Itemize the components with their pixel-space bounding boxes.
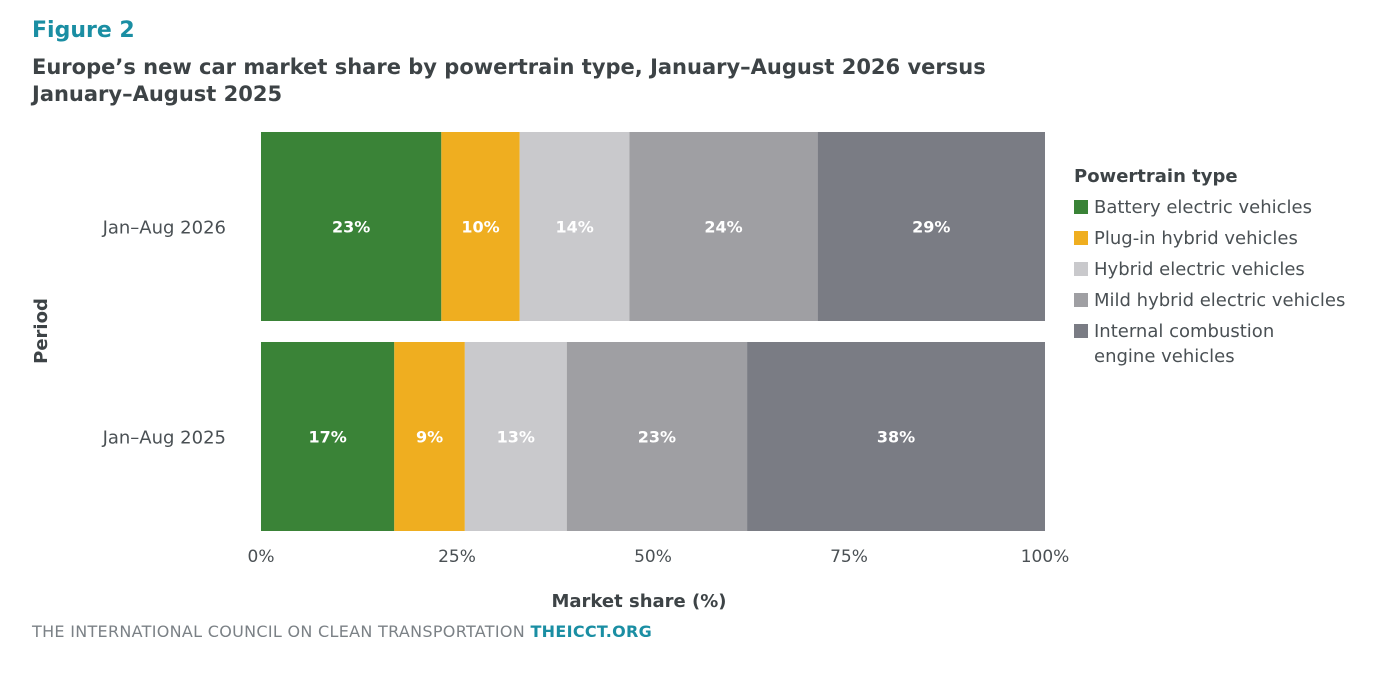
data-label: 9% bbox=[416, 428, 443, 447]
data-label: 10% bbox=[461, 218, 499, 237]
legend-title: Powertrain type bbox=[1074, 166, 1238, 187]
legend-label-phev: Plug-in hybrid vehicles bbox=[1094, 228, 1298, 249]
chart-title: Europe’s new car market share by powertr… bbox=[32, 55, 986, 106]
legend-swatch-hev bbox=[1074, 262, 1088, 276]
x-tick-label: 75% bbox=[830, 547, 868, 567]
bar-segment bbox=[747, 342, 1045, 531]
footer: THE INTERNATIONAL COUNCIL ON CLEAN TRANS… bbox=[32, 622, 652, 641]
bar-segment bbox=[817, 132, 1045, 321]
y-axis-label: Period bbox=[31, 298, 52, 364]
bar-segment bbox=[261, 342, 395, 531]
legend-label-hev: Hybrid electric vehicles bbox=[1094, 259, 1305, 280]
x-tick-label: 25% bbox=[438, 547, 476, 567]
footer-org-name: THE INTERNATIONAL COUNCIL ON CLEAN TRANS… bbox=[32, 622, 526, 641]
data-label: 17% bbox=[308, 428, 346, 447]
legend-item-phev: Plug-in hybrid vehicles bbox=[1074, 226, 1384, 251]
bar-segment bbox=[519, 132, 630, 321]
bar-segment bbox=[394, 342, 465, 531]
bar-segment bbox=[566, 342, 748, 531]
legend: Powertrain type Battery electric vehicle… bbox=[1074, 166, 1384, 375]
legend-label-bev: Battery electric vehicles bbox=[1094, 197, 1312, 218]
legend-item-bev: Battery electric vehicles bbox=[1074, 195, 1384, 220]
x-tick-label: 0% bbox=[248, 547, 275, 567]
x-tick-label: 50% bbox=[634, 547, 672, 567]
data-label: 14% bbox=[555, 218, 593, 237]
x-axis-label: Market share (%) bbox=[551, 591, 726, 612]
legend-swatch-mhev bbox=[1074, 293, 1088, 307]
data-label: 24% bbox=[704, 218, 742, 237]
figure-label: Figure 2 bbox=[32, 18, 135, 43]
legend-item-ice: Internal combustion engine vehicles bbox=[1074, 319, 1384, 369]
bar-segment bbox=[629, 132, 818, 321]
bar-segment bbox=[441, 132, 520, 321]
legend-label-mhev: Mild hybrid electric vehicles bbox=[1094, 290, 1346, 311]
legend-swatch-phev bbox=[1074, 231, 1088, 245]
bar-segment bbox=[464, 342, 567, 531]
data-label: 38% bbox=[877, 428, 915, 447]
data-label: 23% bbox=[638, 428, 676, 447]
data-label: 13% bbox=[497, 428, 535, 447]
y-tick-label: Jan–Aug 2026 bbox=[102, 218, 226, 239]
data-label: 23% bbox=[332, 218, 370, 237]
legend-label-ice: Internal combustion engine vehicles bbox=[1094, 321, 1275, 367]
legend-item-hev: Hybrid electric vehicles bbox=[1074, 257, 1384, 282]
footer-website-link[interactable]: THEICCT.ORG bbox=[530, 622, 653, 641]
y-tick-label: Jan–Aug 2025 bbox=[102, 428, 226, 449]
bar-segment bbox=[261, 132, 442, 321]
legend-item-mhev: Mild hybrid electric vehicles bbox=[1074, 288, 1384, 313]
data-label: 29% bbox=[912, 218, 950, 237]
legend-swatch-ice bbox=[1074, 324, 1088, 338]
legend-swatch-bev bbox=[1074, 200, 1088, 214]
x-tick-label: 100% bbox=[1021, 547, 1070, 567]
